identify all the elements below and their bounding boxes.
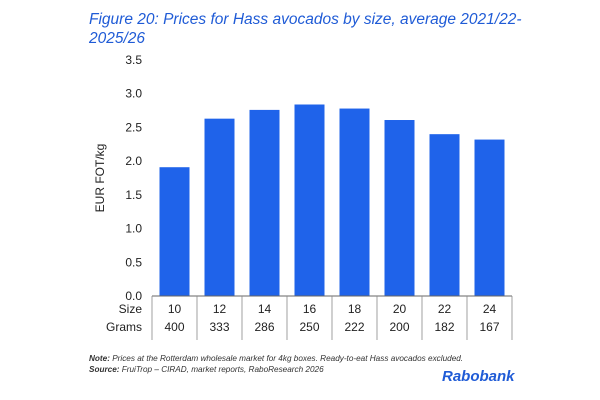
y-tick-label: 2.5: [125, 120, 142, 134]
chart-title: Figure 20: Prices for Hass avocados by s…: [89, 11, 522, 47]
grams-label: 400: [164, 320, 184, 334]
x-tick-label: 10: [168, 302, 182, 316]
bar: [474, 139, 505, 296]
x-tick-label: 16: [303, 302, 317, 316]
grams-label: 286: [254, 320, 274, 334]
source-line: Source: FruiTrop – CIRAD, market reports…: [89, 364, 463, 375]
x-tick-label: 14: [258, 302, 272, 316]
bar: [429, 134, 460, 296]
grams-label: 222: [344, 320, 364, 334]
y-tick-label: 1.0: [125, 222, 142, 236]
note-text: Prices at the Rotterdam wholesale market…: [112, 354, 464, 363]
brand-logo: Rabobank: [442, 368, 515, 385]
x-tick-label: 20: [393, 302, 407, 316]
grams-row-label: Grams: [106, 320, 142, 334]
x-tick-label: 22: [438, 302, 452, 316]
y-tick-label: 0.5: [125, 255, 142, 269]
x-tick-label: 18: [348, 302, 362, 316]
note-line: Note: Prices at the Rotterdam wholesale …: [89, 353, 463, 364]
size-row-label: Size: [119, 302, 143, 316]
grams-label: 200: [389, 320, 409, 334]
chart-notes: Note: Prices at the Rotterdam wholesale …: [89, 353, 463, 375]
bar: [159, 167, 190, 296]
y-tick-label: 0.0: [125, 289, 142, 303]
source-label: Source:: [89, 365, 120, 374]
bar: [204, 118, 235, 296]
x-tick-label: 24: [483, 302, 497, 316]
grams-label: 250: [299, 320, 319, 334]
y-tick-label: 2.0: [125, 154, 142, 168]
bar: [249, 109, 280, 296]
grams-label: 333: [209, 320, 229, 334]
bar: [294, 104, 325, 296]
grams-label: 182: [434, 320, 454, 334]
y-axis-label: EUR FOT/kg: [93, 144, 107, 213]
bar: [384, 120, 415, 296]
y-tick-label: 3.0: [125, 87, 142, 101]
y-tick-label: 1.5: [125, 188, 142, 202]
x-tick-label: 12: [213, 302, 227, 316]
grams-label: 167: [479, 320, 499, 334]
note-label: Note:: [89, 354, 110, 363]
source-text: FruiTrop – CIRAD, market reports, RaboRe…: [121, 365, 324, 374]
bar: [339, 108, 370, 296]
y-tick-label: 3.5: [125, 53, 142, 67]
